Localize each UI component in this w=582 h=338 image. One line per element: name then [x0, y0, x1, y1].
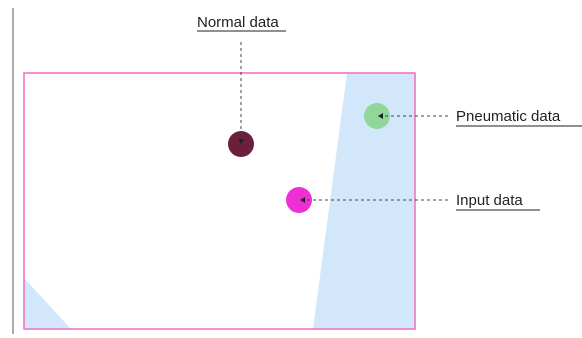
input-data-arrowhead [300, 197, 305, 203]
input-data-point [286, 187, 312, 213]
pneumatic-data-label: Pneumatic data [456, 108, 561, 125]
pneumatic-data-point [364, 103, 390, 129]
diagram-frame [23, 72, 416, 330]
input-data-label: Input data [456, 192, 523, 209]
normal-data-label: Normal data [197, 14, 279, 31]
pneumatic-data-arrowhead [378, 113, 383, 119]
shaded-region-bottom-left [24, 278, 71, 329]
shaded-region-right [313, 73, 415, 329]
normal-data-arrowhead [238, 139, 244, 144]
